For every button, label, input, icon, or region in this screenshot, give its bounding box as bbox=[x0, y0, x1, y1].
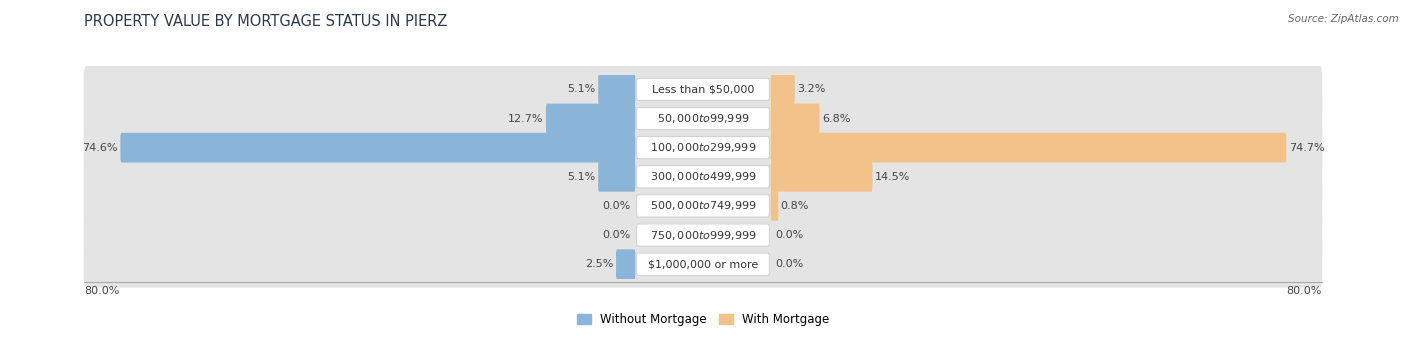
FancyBboxPatch shape bbox=[637, 137, 769, 159]
FancyBboxPatch shape bbox=[770, 74, 794, 104]
Text: Less than $50,000: Less than $50,000 bbox=[652, 84, 754, 95]
FancyBboxPatch shape bbox=[84, 153, 1322, 200]
FancyBboxPatch shape bbox=[598, 162, 636, 192]
Text: 12.7%: 12.7% bbox=[508, 114, 544, 123]
FancyBboxPatch shape bbox=[84, 124, 1322, 171]
Text: 6.8%: 6.8% bbox=[823, 114, 851, 123]
FancyBboxPatch shape bbox=[637, 195, 769, 217]
FancyBboxPatch shape bbox=[637, 78, 769, 100]
FancyBboxPatch shape bbox=[84, 241, 1322, 288]
FancyBboxPatch shape bbox=[770, 162, 873, 192]
Text: $300,000 to $499,999: $300,000 to $499,999 bbox=[650, 170, 756, 183]
Text: 2.5%: 2.5% bbox=[585, 259, 613, 269]
FancyBboxPatch shape bbox=[84, 212, 1322, 258]
Text: $50,000 to $99,999: $50,000 to $99,999 bbox=[657, 112, 749, 125]
Text: 74.6%: 74.6% bbox=[83, 143, 118, 153]
Text: 80.0%: 80.0% bbox=[1286, 286, 1322, 295]
FancyBboxPatch shape bbox=[637, 166, 769, 188]
FancyBboxPatch shape bbox=[770, 133, 1286, 163]
FancyBboxPatch shape bbox=[598, 74, 636, 104]
Text: 14.5%: 14.5% bbox=[875, 172, 910, 182]
Legend: Without Mortgage, With Mortgage: Without Mortgage, With Mortgage bbox=[572, 308, 834, 331]
Text: PROPERTY VALUE BY MORTGAGE STATUS IN PIERZ: PROPERTY VALUE BY MORTGAGE STATUS IN PIE… bbox=[84, 14, 447, 29]
Text: $100,000 to $299,999: $100,000 to $299,999 bbox=[650, 141, 756, 154]
FancyBboxPatch shape bbox=[637, 253, 769, 275]
Text: 0.0%: 0.0% bbox=[603, 230, 631, 240]
Text: 0.0%: 0.0% bbox=[775, 230, 803, 240]
FancyBboxPatch shape bbox=[84, 183, 1322, 229]
Text: 5.1%: 5.1% bbox=[568, 172, 596, 182]
FancyBboxPatch shape bbox=[121, 133, 636, 163]
FancyBboxPatch shape bbox=[84, 66, 1322, 113]
FancyBboxPatch shape bbox=[84, 95, 1322, 142]
Text: 3.2%: 3.2% bbox=[797, 84, 825, 95]
FancyBboxPatch shape bbox=[546, 104, 636, 133]
Text: $500,000 to $749,999: $500,000 to $749,999 bbox=[650, 200, 756, 212]
FancyBboxPatch shape bbox=[637, 224, 769, 246]
Text: 80.0%: 80.0% bbox=[84, 286, 120, 295]
Text: $1,000,000 or more: $1,000,000 or more bbox=[648, 259, 758, 269]
FancyBboxPatch shape bbox=[616, 249, 636, 279]
FancyBboxPatch shape bbox=[637, 107, 769, 130]
FancyBboxPatch shape bbox=[770, 104, 820, 133]
Text: 74.7%: 74.7% bbox=[1289, 143, 1324, 153]
Text: 0.8%: 0.8% bbox=[780, 201, 808, 211]
Text: 5.1%: 5.1% bbox=[568, 84, 596, 95]
FancyBboxPatch shape bbox=[770, 191, 779, 221]
Text: $750,000 to $999,999: $750,000 to $999,999 bbox=[650, 228, 756, 242]
Text: Source: ZipAtlas.com: Source: ZipAtlas.com bbox=[1288, 14, 1399, 23]
Text: 0.0%: 0.0% bbox=[603, 201, 631, 211]
Text: 0.0%: 0.0% bbox=[775, 259, 803, 269]
